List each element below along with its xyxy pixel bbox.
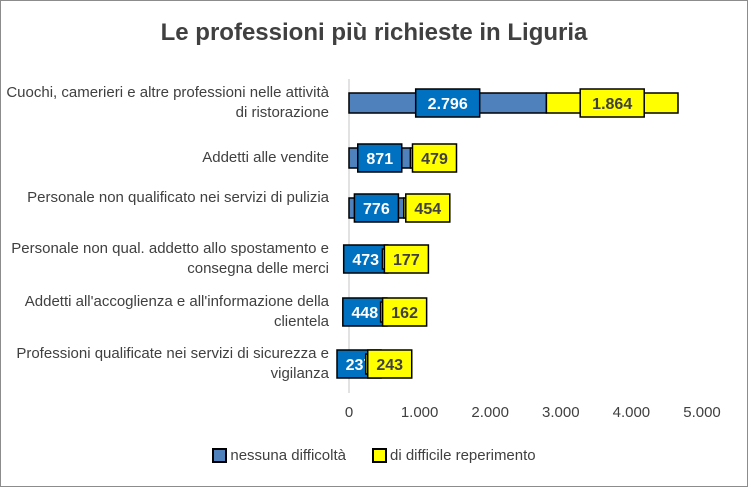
x-tick-label: 0 <box>344 404 354 421</box>
x-tick-label: 5.000 <box>683 404 721 421</box>
data-label: 776 <box>363 201 390 218</box>
data-label: 1.864 <box>592 96 632 113</box>
data-label: 479 <box>421 151 448 168</box>
data-label-box <box>342 244 389 274</box>
legend-swatch <box>212 448 228 463</box>
data-label: 162 <box>391 305 418 322</box>
data-label-box <box>356 143 403 173</box>
x-tick-label: 4.000 <box>612 404 651 421</box>
data-label-box <box>405 193 451 223</box>
data-label-box <box>411 143 458 173</box>
legend-item-nessuna-difficolta: nessuna difficoltà <box>212 447 346 464</box>
data-label: 448 <box>351 305 378 322</box>
category-label: Addetti alle vendite <box>202 149 329 166</box>
chart-title: Le professioni più richieste in Liguria <box>160 19 588 46</box>
category-label: Professioni qualificate nei servizi di s… <box>16 345 329 382</box>
category-label: Addetti all'accoglienza e all'informazio… <box>24 293 329 330</box>
data-label-box <box>414 88 481 118</box>
data-label-box <box>353 193 400 223</box>
x-tick-label: 3.000 <box>542 404 580 421</box>
data-label: 2.796 <box>428 96 468 113</box>
legend-label: di difficile reperimento <box>390 447 536 464</box>
legend-swatch <box>372 448 387 463</box>
data-label-box <box>366 349 413 379</box>
data-label: 177 <box>393 252 420 269</box>
data-label-box <box>383 244 430 274</box>
x-tick-label: 1.000 <box>400 404 439 421</box>
data-label: 871 <box>366 151 393 168</box>
category-label: Personale non qual. addetto allo spostam… <box>11 240 329 277</box>
legend-label: nessuna difficoltà <box>230 447 346 464</box>
category-label: Cuochi, camerieri e altre professioni ne… <box>6 84 329 121</box>
data-label-box <box>579 88 645 118</box>
x-tick-label: 2.000 <box>471 404 509 421</box>
legend: nessuna difficoltà di difficile reperime… <box>1 447 747 464</box>
data-label: 473 <box>352 252 379 269</box>
category-label: Personale non qualificato nei servizi di… <box>27 189 329 206</box>
data-label: 454 <box>414 201 441 218</box>
data-label: 243 <box>376 357 403 374</box>
legend-item-difficile-reperimento: di difficile reperimento <box>372 447 536 464</box>
data-label-box <box>381 297 428 327</box>
